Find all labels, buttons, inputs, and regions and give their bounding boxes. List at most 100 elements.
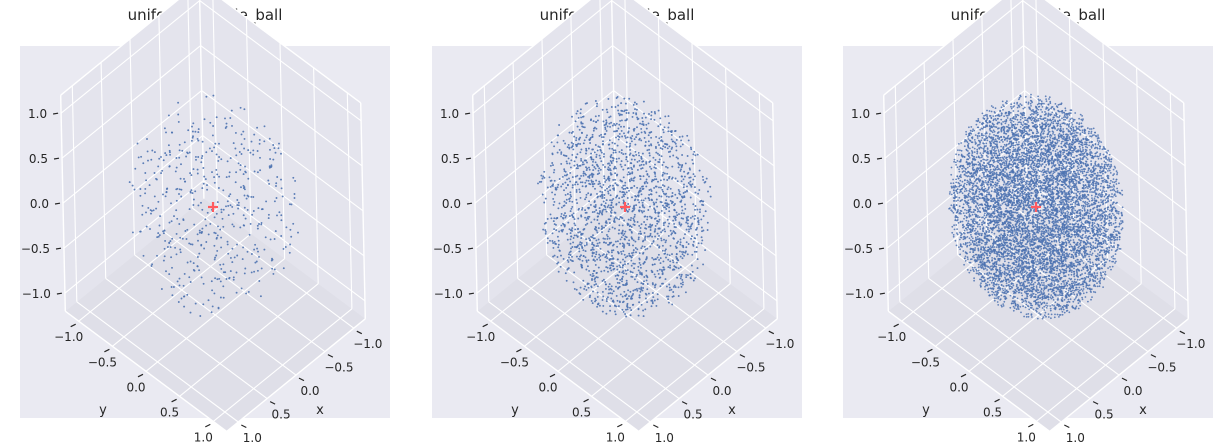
- data-point: [156, 236, 159, 239]
- data-point: [702, 263, 705, 266]
- data-point: [1074, 136, 1076, 139]
- data-point: [1002, 303, 1005, 305]
- data-point: [560, 224, 563, 227]
- data-point: [632, 154, 635, 157]
- data-point: [644, 116, 647, 119]
- data-point: [669, 199, 672, 202]
- data-point: [1084, 296, 1087, 298]
- data-point: [267, 179, 270, 182]
- data-point: [1022, 184, 1025, 187]
- data-point: [1047, 171, 1050, 173]
- data-point: [600, 133, 603, 136]
- data-point: [983, 273, 986, 275]
- data-point: [594, 205, 597, 208]
- data-point: [695, 250, 698, 253]
- data-point: [616, 173, 619, 176]
- data-point: [1084, 145, 1087, 148]
- data-point: [671, 268, 674, 271]
- data-point: [667, 225, 670, 228]
- data-point: [674, 193, 677, 196]
- data-point: [691, 158, 694, 161]
- data-point: [213, 146, 216, 149]
- data-point: [633, 138, 636, 141]
- data-point: [701, 203, 704, 206]
- data-point: [603, 194, 606, 196]
- data-point: [556, 186, 559, 189]
- data-point: [1096, 274, 1099, 277]
- x-axis-label: x: [728, 403, 736, 418]
- data-point: [1010, 212, 1013, 215]
- data-point: [629, 255, 632, 258]
- data-point: [201, 187, 204, 190]
- data-point: [593, 283, 596, 286]
- data-point: [1106, 258, 1108, 261]
- data-point: [576, 165, 579, 168]
- data-point: [654, 275, 657, 278]
- data-point: [980, 238, 983, 241]
- data-point: [625, 112, 628, 114]
- data-point: [647, 209, 650, 211]
- data-point: [1071, 203, 1074, 206]
- data-point: [621, 295, 624, 298]
- data-point: [205, 95, 208, 98]
- data-point: [686, 172, 689, 175]
- data-point: [591, 248, 594, 251]
- data-point: [592, 158, 595, 161]
- data-point: [691, 183, 694, 186]
- data-point: [643, 276, 646, 278]
- data-point: [683, 183, 685, 186]
- data-point: [560, 162, 563, 165]
- data-point: [658, 234, 660, 237]
- data-point: [1081, 298, 1084, 301]
- data-point: [630, 259, 633, 262]
- data-point: [563, 225, 566, 228]
- data-point: [580, 121, 583, 124]
- data-point: [589, 203, 592, 206]
- data-point: [236, 254, 239, 257]
- data-point: [1085, 291, 1088, 294]
- data-point: [612, 299, 615, 302]
- data-point: [188, 151, 191, 154]
- data-point: [251, 213, 254, 216]
- data-point: [689, 183, 692, 186]
- data-point: [201, 208, 204, 211]
- data-point: [677, 240, 680, 243]
- data-point: [633, 207, 636, 210]
- data-point: [646, 283, 649, 285]
- data-point: [1042, 147, 1045, 150]
- data-point: [696, 233, 699, 236]
- data-point: [1040, 108, 1042, 111]
- data-point: [620, 102, 623, 105]
- data-point: [558, 249, 561, 252]
- data-point: [678, 221, 681, 224]
- data-point: [1088, 200, 1091, 203]
- data-point: [585, 166, 587, 169]
- data-point: [196, 256, 199, 258]
- data-point: [632, 239, 635, 242]
- data-point: [140, 155, 143, 158]
- data-point: [153, 151, 156, 154]
- data-point: [268, 137, 271, 140]
- data-point: [1043, 117, 1046, 119]
- data-point: [1020, 254, 1023, 257]
- data-point: [619, 261, 622, 264]
- data-point: [679, 145, 682, 148]
- data-point: [709, 195, 712, 198]
- data-point: [163, 127, 166, 130]
- data-point: [258, 223, 260, 225]
- data-point: [693, 150, 696, 153]
- data-point: [618, 285, 621, 288]
- data-point: [626, 173, 629, 176]
- data-point: [581, 266, 583, 269]
- data-point: [1078, 238, 1080, 241]
- data-point: [1039, 187, 1042, 190]
- data-point: [617, 104, 620, 107]
- data-point: [190, 139, 193, 142]
- data-point: [646, 301, 649, 304]
- data-point: [178, 284, 181, 287]
- data-point: [168, 241, 171, 244]
- data-point: [626, 297, 629, 300]
- data-point: [651, 256, 654, 259]
- data-point: [657, 141, 659, 144]
- data-point: [662, 268, 665, 271]
